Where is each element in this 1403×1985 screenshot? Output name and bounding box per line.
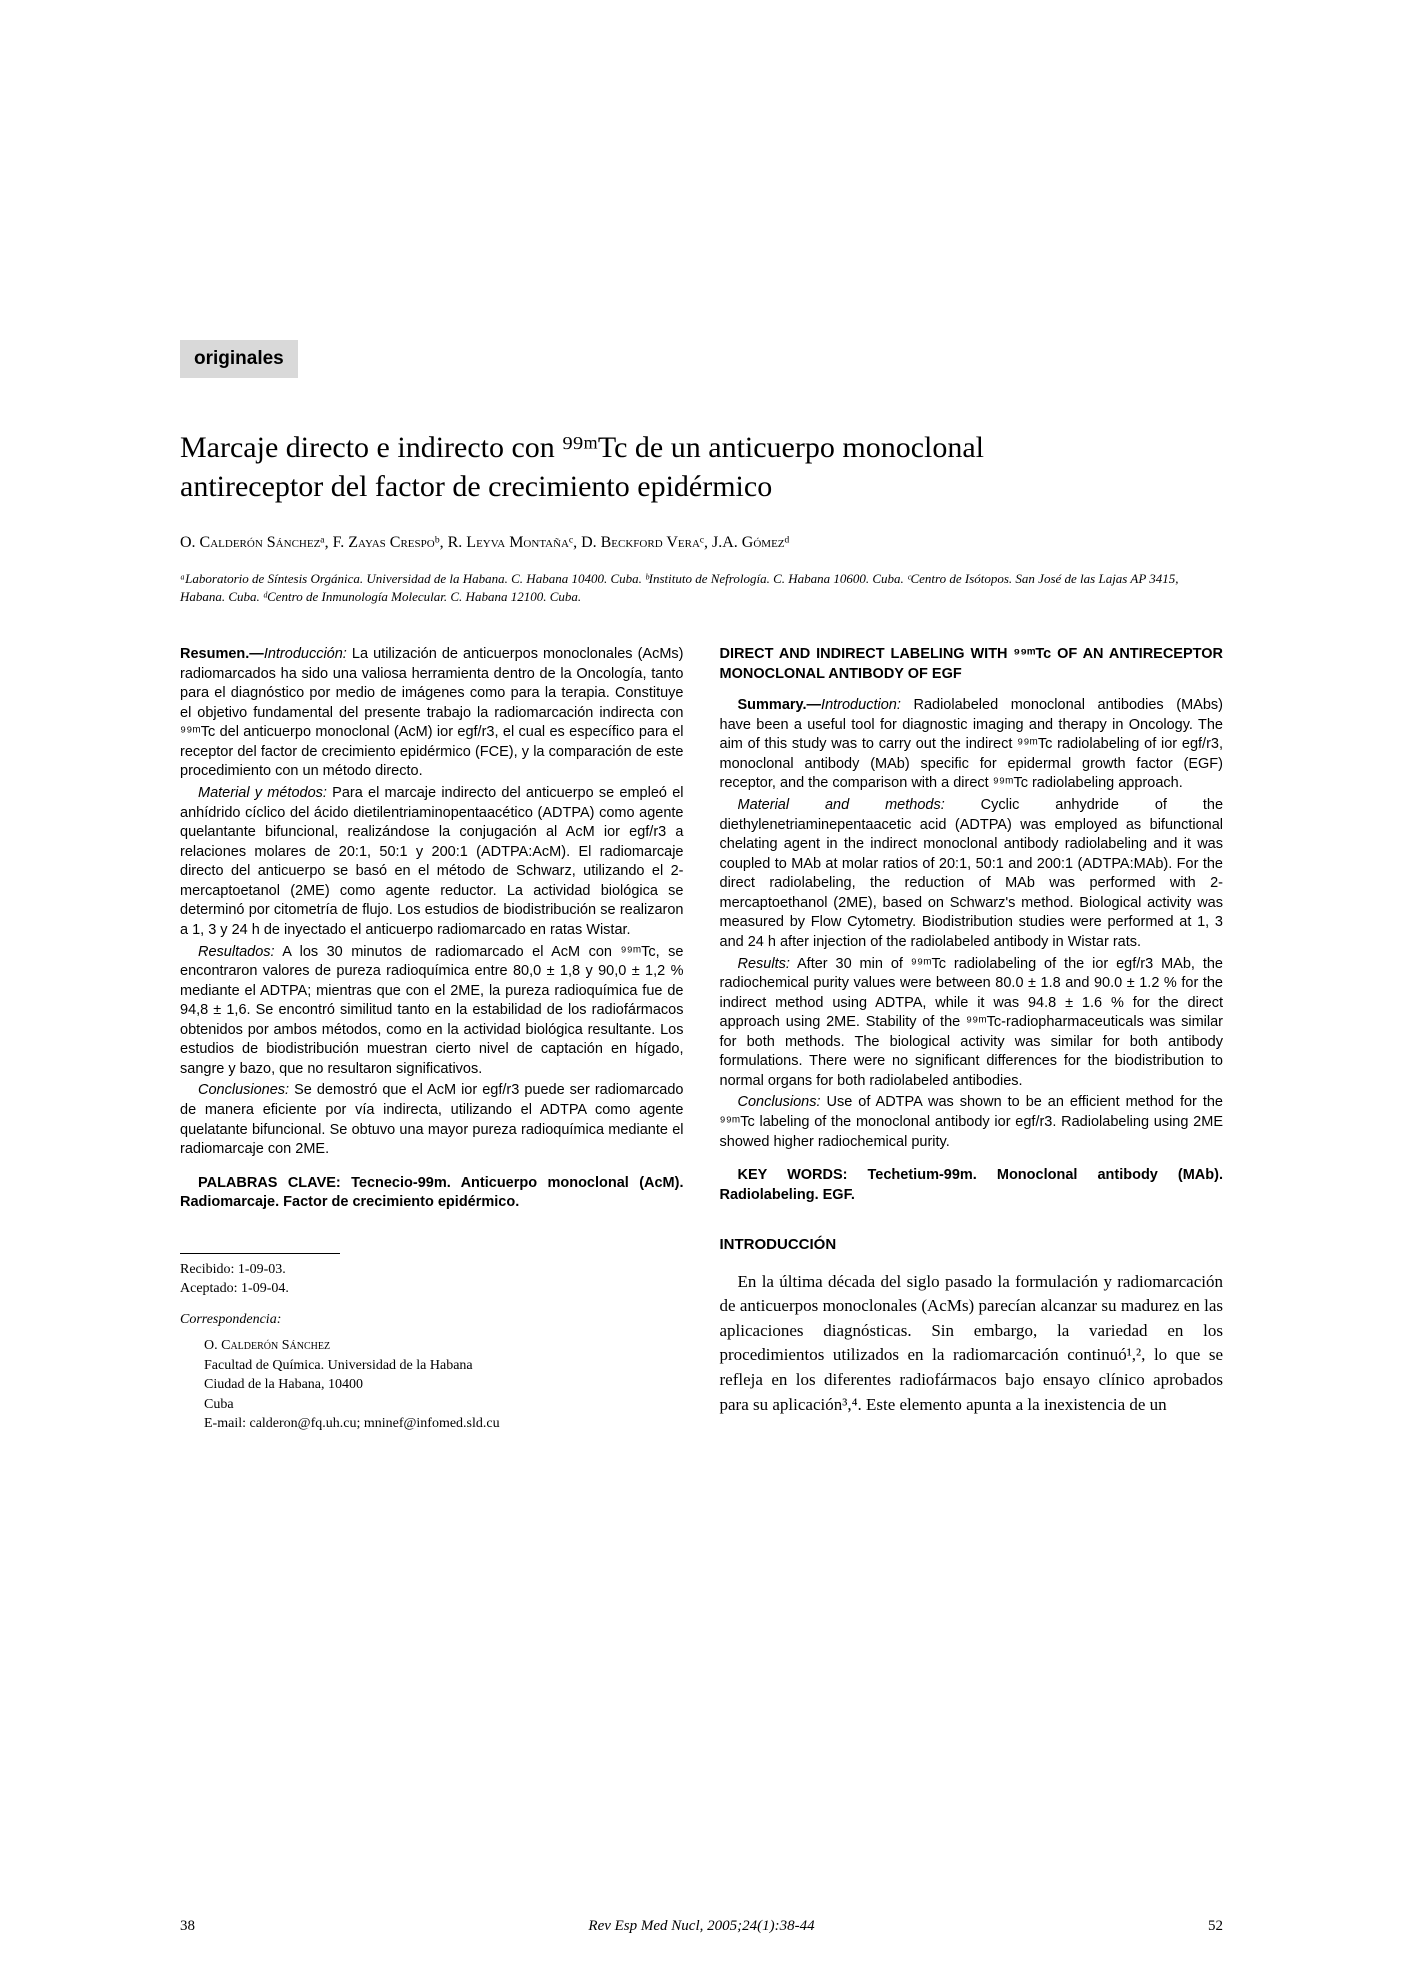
received-date: Recibido: 1-09-03. [180,1260,684,1280]
correspondence-line-1: Facultad de Química. Universidad de la H… [204,1356,684,1376]
correspondence-label: Correspondencia: [180,1311,684,1330]
intro-heading: INTRODUCCIÓN [720,1235,1224,1255]
resumen-methods: Material y métodos: Para el marcaje indi… [180,784,684,941]
citation: Rev Esp Med Nucl, 2005;24(1):38-44 [588,1918,814,1935]
palabras-clave: PALABRAS CLAVE: Tecnecio-99m. Anticuerpo… [180,1174,684,1213]
title-line-2: antireceptor del factor de crecimiento e… [180,470,772,503]
resumen-intro: Resumen.—Introducción: La utilización de… [180,645,684,782]
page-number-left: 38 [180,1918,195,1935]
summary-results: Results: After 30 min of ⁹⁹ᵐTc radiolabe… [720,955,1224,1092]
correspondence-body: O. Calderón Sánchez Facultad de Química.… [204,1336,684,1434]
dates: Recibido: 1-09-03. Aceptado: 1-09-04. [180,1260,684,1299]
section-label: originales [180,340,298,378]
resumen-results: Resultados: A los 30 minutos de radiomar… [180,943,684,1080]
right-column: DIRECT AND INDIRECT LABELING WITH ⁹⁹ᵐTc … [720,645,1224,1434]
abstract-columns: Resumen.—Introducción: La utilización de… [180,645,1223,1434]
accepted-date: Aceptado: 1-09-04. [180,1279,684,1299]
correspondence-name: O. Calderón Sánchez [204,1336,684,1356]
summary-intro: Summary.—Introduction: Radiolabeled mono… [720,696,1224,794]
article-title: Marcaje directo e indirecto con ⁹⁹ᵐTc de… [180,428,1223,506]
page-footer: 38 Rev Esp Med Nucl, 2005;24(1):38-44 52 [180,1918,1223,1935]
intro-text: En la última década del siglo pasado la … [720,1270,1224,1418]
page-number-right: 52 [1208,1918,1223,1935]
resumen-conclusions: Conclusiones: Se demostró que el AcM ior… [180,1081,684,1159]
title-line-1: Marcaje directo e indirecto con ⁹⁹ᵐTc de… [180,431,984,464]
summary-conclusions: Conclusions: Use of ADTPA was shown to b… [720,1093,1224,1152]
english-title: DIRECT AND INDIRECT LABELING WITH ⁹⁹ᵐTc … [720,645,1224,684]
summary-methods: Material and methods: Cyclic anhydride o… [720,796,1224,953]
correspondence-line-3: Cuba [204,1395,684,1415]
authors: O. Calderón Sánchezᵃ, F. Zayas Crespoᵇ, … [180,534,1223,552]
left-column: Resumen.—Introducción: La utilización de… [180,645,684,1434]
correspondence-line-2: Ciudad de la Habana, 10400 [204,1375,684,1395]
key-words: KEY WORDS: Techetium-99m. Monoclonal ant… [720,1166,1224,1205]
footer-block: Recibido: 1-09-03. Aceptado: 1-09-04. Co… [180,1253,684,1434]
affiliations: ᵃLaboratorio de Síntesis Orgánica. Unive… [180,570,1223,605]
footer-rule [180,1253,340,1254]
correspondence-email: E-mail: calderon@fq.uh.cu; mninef@infome… [204,1414,684,1434]
